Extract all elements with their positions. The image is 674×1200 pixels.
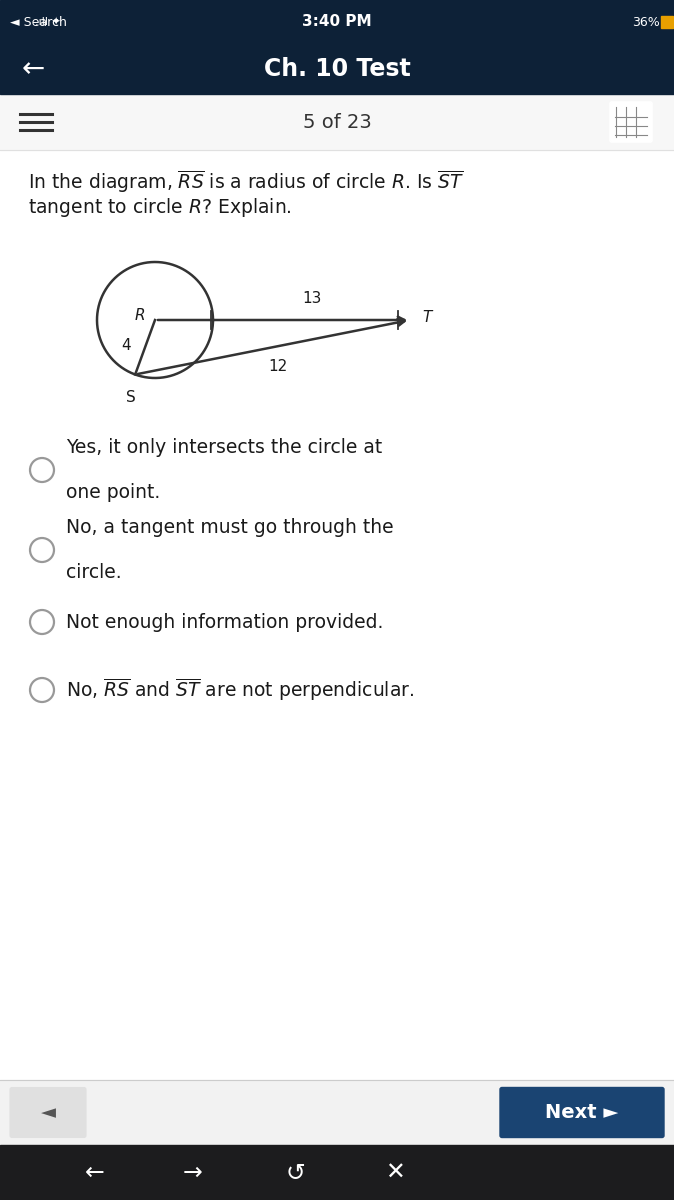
Text: .ıll ✦: .ıll ✦ (14, 17, 61, 26)
Bar (661, 16, 673, 28)
Text: 5 of 23: 5 of 23 (303, 113, 371, 132)
Text: Not enough information provided.: Not enough information provided. (66, 612, 384, 631)
Text: ←: ← (85, 1162, 105, 1186)
FancyBboxPatch shape (10, 1087, 86, 1138)
Text: ✕: ✕ (385, 1162, 405, 1186)
Text: ◄ Search: ◄ Search (10, 16, 67, 29)
Text: R: R (134, 308, 145, 324)
Bar (0, 1145, 674, 1200)
Text: In the diagram, $\overline{RS}$ is a radius of circle $R$. Is $\overline{ST}$: In the diagram, $\overline{RS}$ is a rad… (28, 168, 464, 194)
Text: ↺: ↺ (285, 1162, 305, 1186)
Text: No, a tangent must go through the: No, a tangent must go through the (66, 518, 394, 538)
Text: T: T (422, 311, 431, 325)
FancyBboxPatch shape (610, 102, 652, 142)
Bar (0, 94, 674, 150)
Text: 12: 12 (268, 359, 287, 374)
Text: No, $\overline{RS}$ and $\overline{ST}$ are not perpendicular.: No, $\overline{RS}$ and $\overline{ST}$ … (66, 677, 415, 703)
Text: 4: 4 (121, 337, 131, 353)
Text: S: S (126, 390, 136, 404)
Text: Yes, it only intersects the circle at: Yes, it only intersects the circle at (66, 438, 382, 457)
Text: Next ►: Next ► (545, 1103, 619, 1122)
Text: 3:40 PM: 3:40 PM (302, 14, 372, 30)
FancyBboxPatch shape (500, 1087, 664, 1138)
Text: ◄: ◄ (40, 1103, 55, 1122)
Text: 13: 13 (302, 290, 321, 306)
Bar (0, 94, 674, 1080)
Text: Ch. 10 Test: Ch. 10 Test (264, 56, 410, 80)
Text: tangent to circle $R$? Explain.: tangent to circle $R$? Explain. (28, 196, 292, 218)
Text: circle.: circle. (66, 563, 121, 582)
Text: ←: ← (22, 55, 45, 83)
Text: one point.: one point. (66, 482, 160, 502)
Bar (0, 1080, 674, 1145)
Text: 36%: 36% (632, 16, 660, 29)
Text: →: → (183, 1162, 203, 1186)
Bar (0, 44, 674, 94)
Bar (0, 0, 674, 44)
